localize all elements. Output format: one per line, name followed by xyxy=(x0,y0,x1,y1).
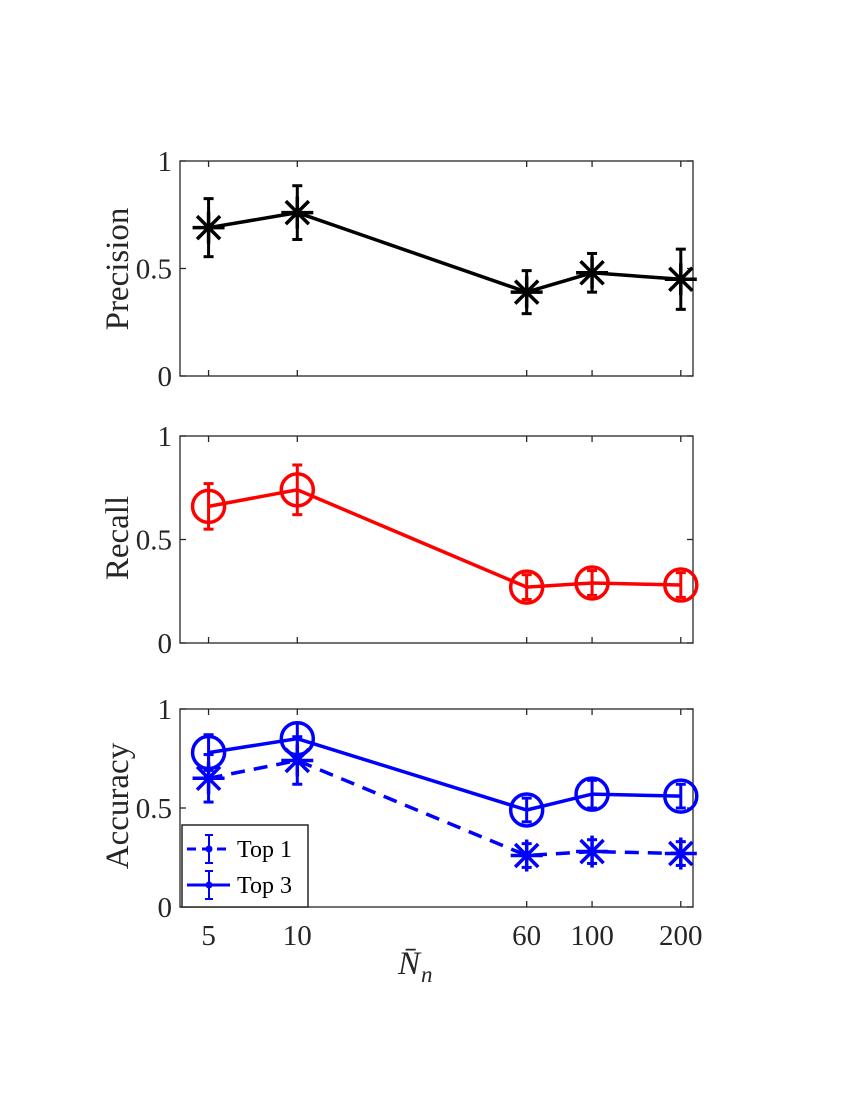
data-point-recall xyxy=(574,565,610,601)
y-tick-label: 0.5 xyxy=(136,254,172,286)
data-point-top-3 xyxy=(574,776,610,812)
x-tick-label: 5 xyxy=(201,920,216,952)
data-point-recall xyxy=(508,569,545,605)
y-tick-label: 0.5 xyxy=(136,525,172,557)
x-tick-label: 100 xyxy=(570,920,614,952)
y-tick-label: 1 xyxy=(158,421,173,453)
data-point-top-1 xyxy=(510,839,543,872)
data-point-precision xyxy=(510,276,543,309)
data-point-precision xyxy=(192,211,225,244)
y-tick-label: 0.5 xyxy=(136,793,172,825)
data-point-precision xyxy=(576,256,609,289)
x-axis-label-main: N̄ xyxy=(397,946,422,982)
x-axis-label-subscript: n xyxy=(421,962,433,987)
data-point-top-3 xyxy=(508,792,545,828)
data-point-recall xyxy=(663,567,699,603)
y-tick-label: 0 xyxy=(158,628,173,660)
x-axis-label: N̄ n xyxy=(397,946,433,987)
legend-entry-top-1: Top 1 xyxy=(187,834,292,864)
legend-marker-top-1 xyxy=(205,845,213,853)
recall-ylabel: Recall xyxy=(100,496,136,580)
x-tick-label: 60 xyxy=(512,920,541,952)
accuracy-ylabel: Accuracy xyxy=(100,742,136,869)
legend: Top 1 Top 3 xyxy=(181,824,309,908)
data-point-recall xyxy=(190,488,227,525)
precision-panel: Precision 0 0.5 1 xyxy=(100,146,697,393)
recall-panel: Recall 0 0.5 1 xyxy=(100,421,699,660)
data-point-top-1 xyxy=(576,835,609,868)
legend-marker-top-3 xyxy=(205,881,213,889)
y-tick-label: 0 xyxy=(158,892,173,924)
y-tick-label: 0 xyxy=(158,361,173,393)
data-point-recall xyxy=(279,472,316,508)
data-point-precision xyxy=(281,196,314,229)
y-tick-label: 1 xyxy=(158,694,173,726)
x-tick-label: 10 xyxy=(283,920,312,952)
legend-box xyxy=(181,824,309,908)
data-point-precision xyxy=(664,263,697,296)
data-point-top-3 xyxy=(190,734,227,771)
precision-ylabel: Precision xyxy=(100,208,136,331)
y-tick-label: 1 xyxy=(158,146,173,178)
data-point-top-3 xyxy=(663,778,699,814)
legend-label-top-3: Top 3 xyxy=(237,873,292,899)
data-point-top-3 xyxy=(279,720,316,757)
data-point-top-1 xyxy=(664,837,697,870)
legend-entry-top-3: Top 3 xyxy=(187,870,292,900)
legend-label-top-1: Top 1 xyxy=(237,837,292,863)
x-tick-label: 200 xyxy=(659,920,703,952)
accuracy-panel: Accuracy 0 0.5 1 5 10 60 100 200 xyxy=(100,694,703,952)
